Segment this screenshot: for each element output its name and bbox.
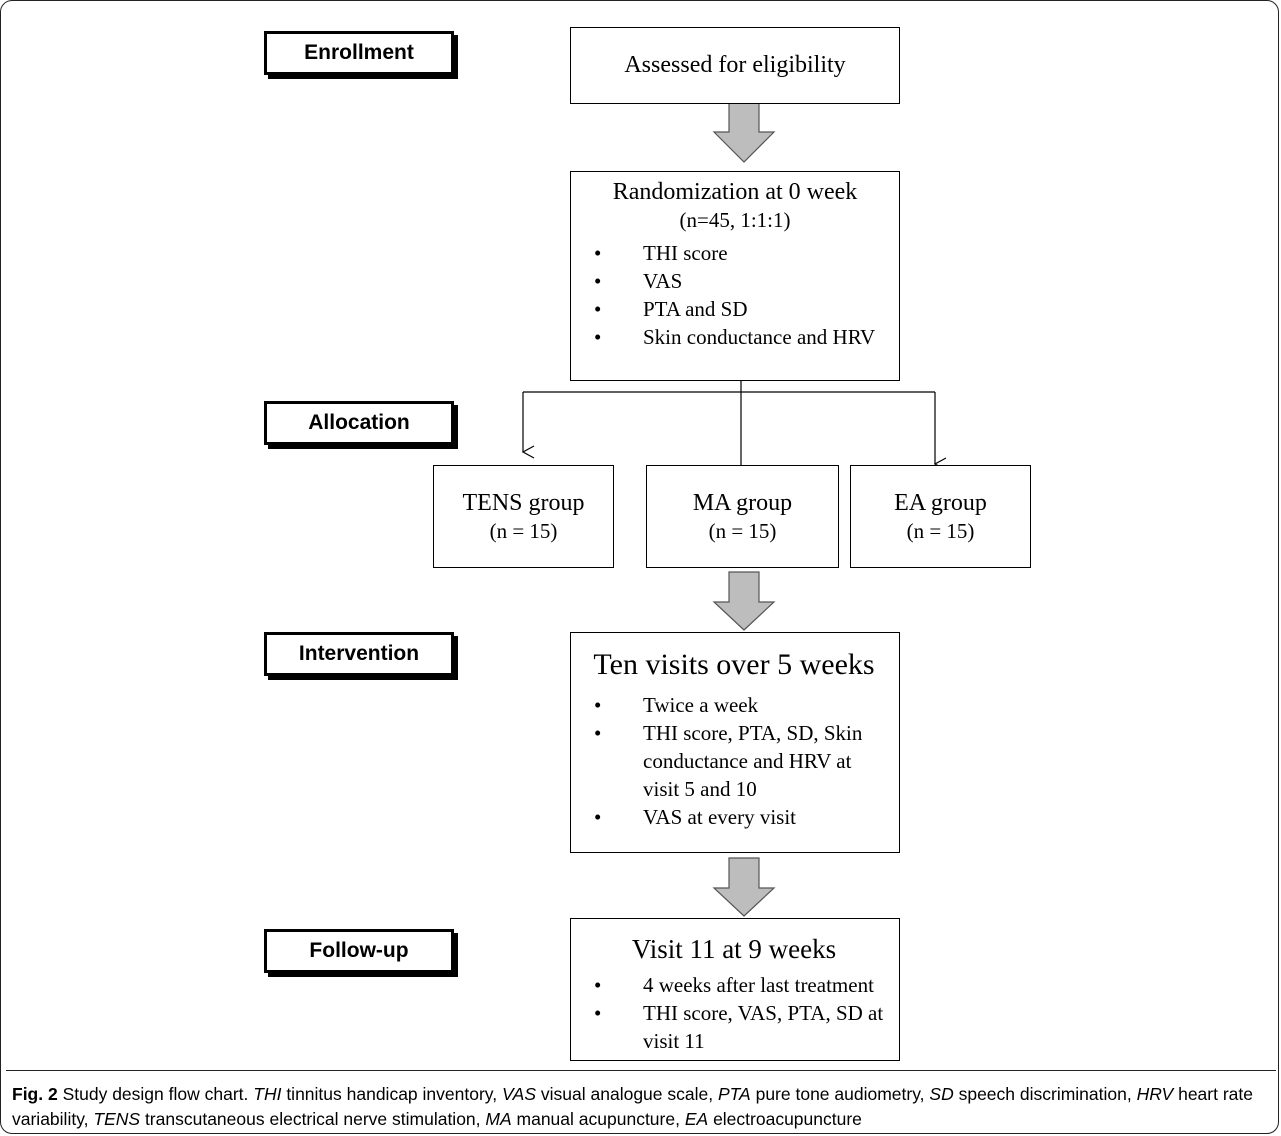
caption-fig-label: Fig. 2 [12,1084,58,1104]
caption-abbr: TENS [93,1109,141,1129]
caption-abbr: MA [485,1109,512,1129]
list-item: Skin conductance and HRV [581,323,889,351]
figure-caption: Fig. 2 Study design flow chart. THI tinn… [12,1082,1268,1132]
caption-abbr-definition: visual analogue scale, [536,1084,714,1104]
list-item: Twice a week [581,691,887,719]
stage-followup: Follow-up [264,929,454,973]
list-item: VAS at every visit [581,803,887,831]
caption-title: Study design flow chart. [62,1084,249,1104]
caption-abbr: THI [253,1084,282,1104]
block-arrow-3 [712,857,776,917]
group-box-ea: EA group (n = 15) [850,465,1031,568]
caption-abbr-definition: electroacupuncture [708,1109,862,1129]
eligibility-title: Assessed for eligibility [624,52,846,79]
caption-abbr: PTA [717,1084,751,1104]
group-n: (n = 15) [708,518,777,543]
stage-intervention: Intervention [264,632,454,676]
eligibility-box: Assessed for eligibility [570,27,900,104]
followup-list: 4 weeks after last treatment THI score, … [581,971,887,1055]
list-item: VAS [581,267,889,295]
followup-box: Visit 11 at 9 weeks 4 weeks after last t… [570,918,900,1061]
intervention-list: Twice a week THI score, PTA, SD, Skin co… [581,691,887,831]
list-item: THI score [581,239,889,267]
followup-title: Visit 11 at 9 weeks [631,934,837,964]
stage-enrollment: Enrollment [264,31,454,75]
group-box-ma: MA group (n = 15) [646,465,839,568]
caption-abbr: SD [929,1084,954,1104]
group-box-tens: TENS group (n = 15) [433,465,614,568]
caption-abbr-definition: speech discrimination, [953,1084,1132,1104]
list-item: THI score, PTA, SD, Skin conductance and… [581,719,887,803]
caption-abbr-definition: heart rate variability, [12,1084,1254,1129]
group-n: (n = 15) [489,518,558,543]
randomization-subtitle: (n=45, 1:1:1) [679,207,791,232]
caption-abbr-definition: pure tone audiometry, [750,1084,925,1104]
group-name: TENS group [462,489,585,516]
group-n: (n = 15) [906,518,975,543]
caption-abbr: VAS [501,1084,537,1104]
caption-abbr-definition: transcutaneous electrical nerve stimulat… [140,1109,481,1129]
caption-abbr: EA [684,1109,709,1129]
stage-allocation: Allocation [264,401,454,445]
list-item: THI score, VAS, PTA, SD at visit 11 [581,999,887,1055]
flowchart-stage: Enrollment Allocation Intervention Follo… [6,12,1276,1071]
group-name: EA group [894,489,987,516]
caption-abbreviations: THI tinnitus handicap inventory, VAS vis… [12,1084,1253,1129]
intervention-title: Ten visits over 5 weeks [593,648,875,681]
block-arrow-2 [712,571,776,631]
caption-abbr-definition: manual acupuncture, [511,1109,680,1129]
caption-abbr-definition: tinnitus handicap inventory, [281,1084,498,1104]
list-item: PTA and SD [581,295,889,323]
group-name: MA group [692,489,793,516]
caption-abbr: HRV [1136,1084,1174,1104]
randomization-box: Randomization at 0 week (n=45, 1:1:1) TH… [570,171,900,381]
list-item: 4 weeks after last treatment [581,971,887,999]
intervention-box: Ten visits over 5 weeks Twice a week THI… [570,632,900,853]
randomization-list: THI score VAS PTA and SD Skin conductanc… [581,239,889,351]
randomization-title: Randomization at 0 week [612,179,858,205]
